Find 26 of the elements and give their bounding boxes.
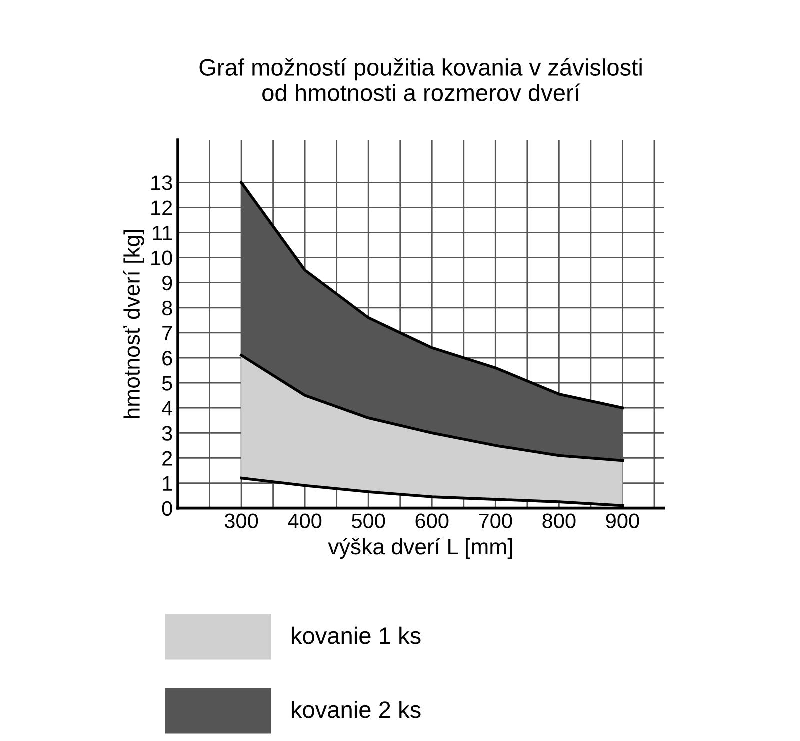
y-tick-label: 4 (162, 401, 173, 416)
y-tick-label: 2 (162, 451, 172, 466)
y-tick-label: 13 (152, 176, 172, 190)
y-tick-label: 3 (162, 426, 172, 441)
y-tick-label: 1 (163, 476, 172, 491)
x-tick-label: 800 (542, 514, 576, 528)
legend-label: kovanie 1 ks (292, 626, 421, 644)
y-tick-label: 8 (162, 300, 172, 316)
y-tick-label: 0 (162, 501, 172, 516)
x-tick-label: 900 (606, 514, 640, 528)
y-tick-label: 9 (162, 276, 172, 291)
x-axis-title: výška dverí L [mm] (328, 538, 512, 560)
y-axis-title: hmotnosť dverí [kg] (123, 230, 144, 418)
y-tick-label: 11 (153, 226, 172, 240)
y-tick-label: 5 (162, 376, 172, 391)
x-tick-label: 600 (416, 514, 449, 528)
x-tick-label: 400 (288, 514, 322, 528)
y-tick-label: 7 (162, 326, 172, 341)
x-tick-label: 300 (224, 514, 258, 528)
legend-label: kovanie 2 ks (292, 700, 421, 718)
x-tick-label: 700 (479, 514, 512, 528)
x-tick-label: 500 (352, 514, 386, 528)
y-tick-label: 10 (152, 250, 172, 266)
y-tick-label: 6 (162, 351, 172, 366)
chart-title: Graf možností použitia kovania v závislosti od hmotnosti a rozmerov dverí (200, 58, 642, 102)
y-tick-label: 12 (152, 200, 172, 216)
